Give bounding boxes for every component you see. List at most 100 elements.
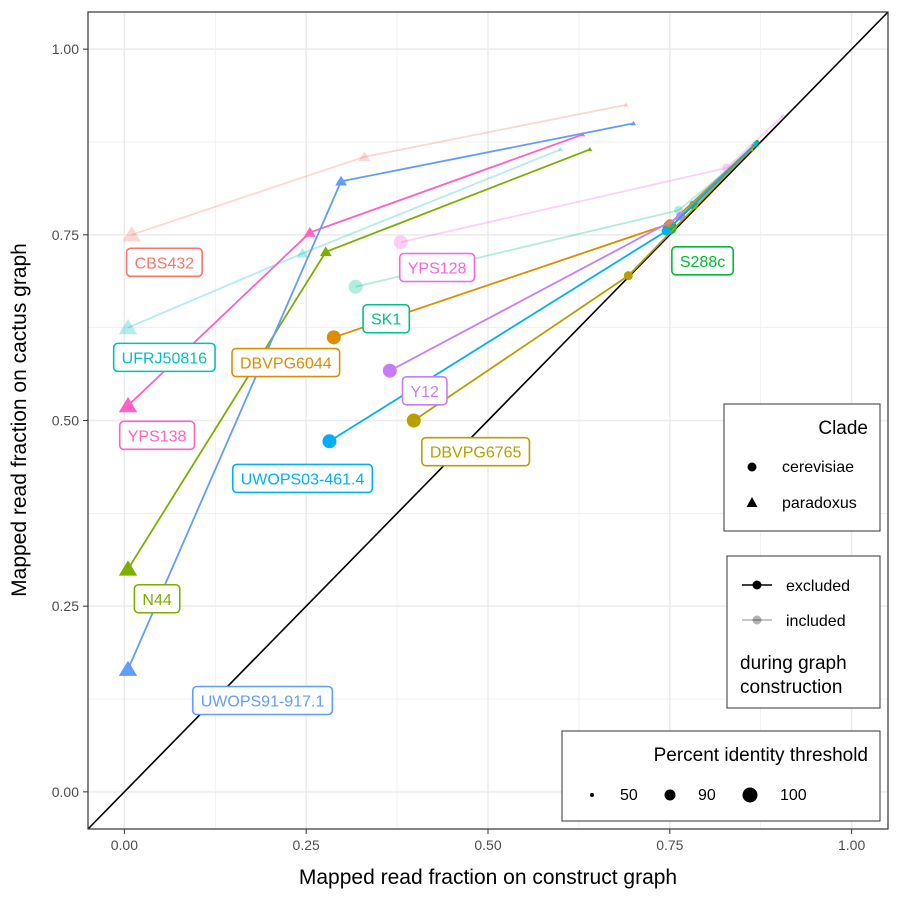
series-label-Y12: Y12 [401, 375, 448, 406]
series-label-UWOPS91-917.1: UWOPS91-917.1 [191, 685, 334, 716]
series-label-box [118, 420, 196, 451]
series-YPS128 [393, 113, 785, 250]
y-axis-title: Mapped read fraction on cactus graph [8, 243, 31, 597]
data-point [319, 246, 332, 257]
data-point [118, 560, 138, 576]
series-label-S288c: S288c [671, 246, 735, 276]
series-UWOPS91-917.1 [118, 120, 637, 676]
series-label-text: YPS128 [408, 260, 467, 277]
data-point [122, 226, 141, 242]
data-point [587, 146, 593, 152]
data-point [303, 226, 316, 237]
series-label-box [231, 463, 374, 494]
series-label-text: UFRJ50816 [122, 350, 207, 367]
legend-cerevisiae-marker [747, 462, 757, 472]
data-point [326, 330, 341, 345]
data-point [335, 175, 347, 186]
y-tick-label: 1.00 [52, 41, 79, 57]
legend-cerevisiae-label: cerevisiae [782, 459, 854, 476]
series-label-text: N44 [142, 592, 171, 609]
data-point [623, 271, 633, 281]
series-CBS432 [122, 102, 629, 242]
series-label-box [112, 342, 216, 373]
y-tick-label: 0.50 [52, 413, 79, 429]
axes: 0.00 0.25 0.50 0.75 1.00 0.00 0.25 0.50 0.75 1.00 [52, 41, 866, 853]
data-point [358, 151, 371, 162]
legend-threshold-100-marker [742, 787, 758, 803]
y-tick-label: 0.00 [52, 784, 79, 800]
series-label-text: Y12 [410, 384, 439, 401]
series-label-box [125, 247, 203, 278]
series-line-included [127, 148, 562, 329]
data-point [558, 146, 564, 152]
legend-threshold-box [561, 730, 881, 822]
series-label-box [671, 246, 735, 276]
x-tick-label: 0.00 [111, 837, 138, 853]
legend-threshold-90-label: 90 [698, 787, 716, 804]
series-label-box [133, 583, 181, 614]
series-label-text: CBS432 [135, 255, 195, 272]
series-line-included [131, 103, 627, 236]
series-label-box [231, 347, 341, 378]
legend-threshold-50-label: 50 [620, 787, 638, 804]
data-point [322, 434, 337, 449]
data-point [406, 413, 421, 428]
y-tick-label: 0.75 [52, 227, 79, 243]
legend-threshold-50-marker [590, 793, 594, 797]
legend-included-label: included [786, 613, 846, 630]
series-label-text: UWOPS91-917.1 [201, 694, 325, 711]
series-label-text: UWOPS03-461.4 [241, 471, 365, 488]
legend-clade: Clade cerevisiae paradoxus [723, 403, 881, 532]
series-label-CBS432: CBS432 [125, 247, 203, 278]
data-point [382, 363, 397, 378]
data-point [623, 102, 629, 107]
series-label-box [362, 303, 411, 334]
legend-excluded-marker [752, 580, 762, 590]
series-UFRJ50816 [118, 146, 564, 335]
series-label-text: SK1 [371, 312, 401, 329]
legend-included-marker [752, 615, 762, 625]
x-tick-label: 0.25 [293, 837, 320, 853]
series-label-text: DBVPG6044 [240, 356, 332, 373]
x-tick-label: 1.00 [838, 837, 865, 853]
legend-threshold-90-marker [664, 789, 676, 801]
series-label-box [421, 436, 531, 467]
series-label-SK1: SK1 [362, 303, 411, 334]
series-label-box [398, 252, 476, 283]
data-point [780, 113, 785, 118]
legend-threshold: Percent identity threshold 50 90 100 [561, 730, 881, 822]
series-label-text: S288c [680, 254, 725, 271]
y-tick-label: 0.25 [52, 598, 79, 614]
series-label-text: DBVPG6765 [430, 445, 522, 462]
legend-construction-caption-2: construction [740, 677, 842, 698]
data-point [118, 318, 138, 335]
legend-construction-caption-1: during graph [740, 653, 847, 674]
legend-paradoxus-marker [746, 497, 758, 507]
series-label-text: YPS138 [128, 428, 187, 445]
x-tick-label: 0.75 [656, 837, 683, 853]
series-label-UWOPS03-461.4: UWOPS03-461.4 [231, 463, 374, 494]
x-tick-label: 0.50 [474, 837, 501, 853]
data-point [753, 141, 758, 146]
series-N44 [118, 146, 593, 576]
x-axis-title: Mapped read fraction on construct graph [299, 866, 677, 889]
series-label-YPS138: YPS138 [118, 420, 196, 451]
series-UWOPS03-461.4 [322, 141, 758, 449]
data-point [393, 235, 408, 250]
series-label-UFRJ50816: UFRJ50816 [112, 342, 216, 373]
legend-threshold-100-label: 100 [780, 787, 807, 804]
legend-clade-title: Clade [818, 418, 868, 439]
data-point [630, 120, 637, 126]
data-point [348, 279, 363, 294]
data-point [296, 247, 309, 258]
data-point [118, 660, 138, 676]
series-label-N44: N44 [133, 583, 181, 614]
legend-construction: excluded included during graph construct… [726, 555, 881, 709]
series-line-included [400, 115, 784, 244]
series-label-box [191, 685, 334, 716]
legend-excluded-label: excluded [786, 578, 850, 595]
legend-paradoxus-label: paradoxus [782, 495, 857, 512]
series-label-DBVPG6044: DBVPG6044 [231, 347, 341, 378]
series-label-DBVPG6765: DBVPG6765 [421, 436, 531, 467]
